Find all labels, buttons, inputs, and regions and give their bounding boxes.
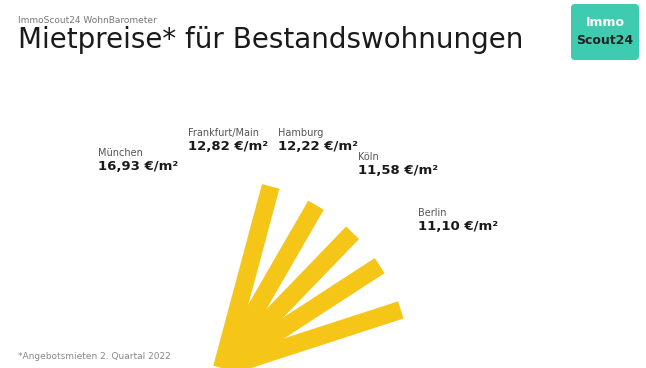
Text: Köln: Köln xyxy=(358,152,379,162)
Polygon shape xyxy=(214,201,324,368)
Polygon shape xyxy=(216,227,359,368)
Text: 11,58 €/m²: 11,58 €/m² xyxy=(358,164,438,177)
Polygon shape xyxy=(213,184,279,368)
Text: 11,10 €/m²: 11,10 €/m² xyxy=(418,220,498,233)
Text: Hamburg: Hamburg xyxy=(278,128,324,138)
Text: Frankfurt/Main: Frankfurt/Main xyxy=(188,128,259,138)
Text: Immo: Immo xyxy=(585,16,625,29)
Text: München: München xyxy=(98,148,143,158)
Text: Scout24: Scout24 xyxy=(576,34,634,47)
Text: ImmoScout24 WohnBarometer: ImmoScout24 WohnBarometer xyxy=(18,16,157,25)
Text: 12,22 €/m²: 12,22 €/m² xyxy=(278,140,358,153)
Polygon shape xyxy=(217,258,384,368)
FancyBboxPatch shape xyxy=(571,4,639,60)
Text: *Angebotsmieten 2. Quartal 2022: *Angebotsmieten 2. Quartal 2022 xyxy=(18,352,171,361)
Text: 16,93 €/m²: 16,93 €/m² xyxy=(98,160,178,173)
Text: 12,82 €/m²: 12,82 €/m² xyxy=(188,140,268,153)
Polygon shape xyxy=(219,301,404,368)
Text: Mietpreise* für Bestandswohnungen: Mietpreise* für Bestandswohnungen xyxy=(18,26,523,54)
Text: Berlin: Berlin xyxy=(418,208,446,218)
